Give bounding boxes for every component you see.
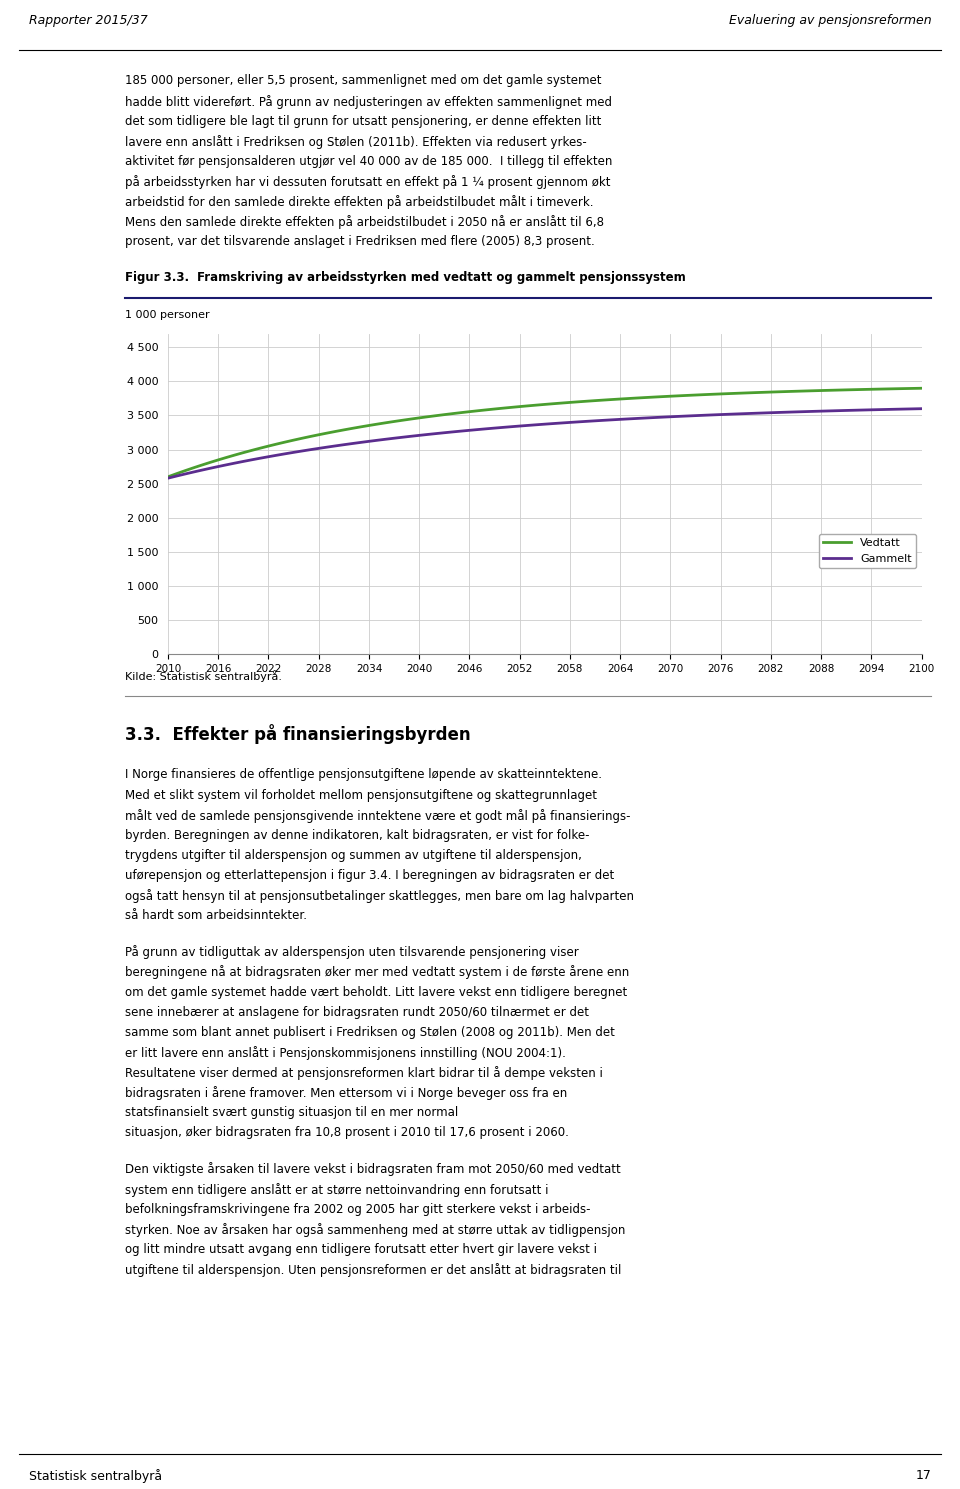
Legend: Vedtatt, Gammelt: Vedtatt, Gammelt [819, 535, 916, 569]
Vedtatt [916, 380, 927, 398]
Text: Kilde: Statistisk sentralbyrå.: Kilde: Statistisk sentralbyrå. [125, 670, 282, 682]
Gammelt [338, 436, 349, 454]
Text: styrken. Noe av årsaken har også sammenheng med at større uttak av tidligpensjon: styrken. Noe av årsaken har også sammenh… [125, 1222, 625, 1237]
Text: samme som blant annet publisert i Fredriksen og Stølen (2008 og 2011b). Men det: samme som blant annet publisert i Fredri… [125, 1026, 614, 1039]
Text: og litt mindre utsatt avgang enn tidligere forutsatt etter hvert gir lavere veks: og litt mindre utsatt avgang enn tidlige… [125, 1243, 597, 1255]
Gammelt [900, 401, 911, 418]
Text: Den viktigste årsaken til lavere vekst i bidragsraten fram mot 2050/60 med vedta: Den viktigste årsaken til lavere vekst i… [125, 1163, 620, 1176]
Text: arbeidstid for den samlede direkte effekten på arbeidstilbudet målt i timeverk.: arbeidstid for den samlede direkte effek… [125, 195, 593, 208]
Line: Vedtatt: Vedtatt [168, 389, 922, 476]
Text: system enn tidligere anslått er at større nettoinvandring enn forutsatt i: system enn tidligere anslått er at størr… [125, 1182, 548, 1197]
Text: lavere enn anslått i Fredriksen og Stølen (2011b). Effekten via redusert yrkes-: lavere enn anslått i Fredriksen og Støle… [125, 134, 587, 149]
Vedtatt [254, 439, 266, 457]
Text: aktivitet før pensjonsalderen utgjør vel 40 000 av de 185 000.  I tillegg til ef: aktivitet før pensjonsalderen utgjør vel… [125, 155, 612, 168]
Text: utgiftene til alderspensjon. Uten pensjonsreformen er det anslått at bidragsrate: utgiftene til alderspensjon. Uten pensjo… [125, 1263, 621, 1278]
Text: Figur 3.3.: Figur 3.3. [125, 271, 189, 284]
Text: bidragsraten i årene framover. Men ettersom vi i Norge beveger oss fra en: bidragsraten i årene framover. Men etter… [125, 1085, 567, 1100]
Text: uførepensjon og etterlattepensjon i figur 3.4. I beregningen av bidragsraten er : uførepensjon og etterlattepensjon i figu… [125, 870, 614, 881]
Text: om det gamle systemet hadde vært beholdt. Litt lavere vekst enn tidligere beregn: om det gamle systemet hadde vært beholdt… [125, 986, 627, 999]
Gammelt [799, 402, 810, 420]
Text: 17: 17 [915, 1470, 931, 1483]
Gammelt [254, 450, 266, 468]
Text: Evaluering av pensjonsreformen: Evaluering av pensjonsreformen [729, 15, 931, 27]
Gammelt [891, 401, 902, 418]
Text: prosent, var det tilsvarende anslaget i Fredriksen med flere (2005) 8,3 prosent.: prosent, var det tilsvarende anslaget i … [125, 235, 594, 249]
Text: Med et slikt system vil forholdet mellom pensjonsutgiftene og skattegrunnlaget: Med et slikt system vil forholdet mellom… [125, 789, 597, 801]
Text: I Norge finansieres de offentlige pensjonsutgiftene løpende av skatteinntektene.: I Norge finansieres de offentlige pensjo… [125, 768, 602, 782]
Text: beregningene nå at bidragsraten øker mer med vedtatt system i de første årene en: beregningene nå at bidragsraten øker mer… [125, 965, 629, 980]
Text: så hardt som arbeidsinntekter.: så hardt som arbeidsinntekter. [125, 910, 307, 922]
Text: 3.3.  Effekter på finansieringsbyrden: 3.3. Effekter på finansieringsbyrden [125, 724, 470, 744]
Text: Statistisk sentralbyrå: Statistisk sentralbyrå [29, 1470, 162, 1483]
Text: situasjon, øker bidragsraten fra 10,8 prosent i 2010 til 17,6 prosent i 2060.: situasjon, øker bidragsraten fra 10,8 pr… [125, 1126, 568, 1139]
Text: er litt lavere enn anslått i Pensjonskommisjonens innstilling (NOU 2004:1).: er litt lavere enn anslått i Pensjonskom… [125, 1045, 565, 1060]
Vedtatt [900, 380, 911, 398]
Text: Mens den samlede direkte effekten på arbeidstilbudet i 2050 nå er anslått til 6,: Mens den samlede direkte effekten på arb… [125, 214, 604, 229]
Gammelt [916, 399, 927, 417]
Text: befolkningsframskrivingene fra 2002 og 2005 har gitt sterkere vekst i arbeids-: befolkningsframskrivingene fra 2002 og 2… [125, 1203, 590, 1215]
Text: også tatt hensyn til at pensjonsutbetalinger skattlegges, men bare om lag halvpa: også tatt hensyn til at pensjonsutbetali… [125, 889, 634, 902]
Gammelt [162, 469, 174, 487]
Text: Framskriving av arbeidsstyrken med vedtatt og gammelt pensjonssystem: Framskriving av arbeidsstyrken med vedta… [197, 271, 685, 284]
Vedtatt [355, 418, 367, 436]
Vedtatt [162, 468, 174, 485]
Text: det som tidligere ble lagt til grunn for utsatt pensjonering, er denne effekten : det som tidligere ble lagt til grunn for… [125, 115, 601, 128]
Text: Rapporter 2015/37: Rapporter 2015/37 [29, 15, 148, 27]
Text: målt ved de samlede pensjonsgivende inntektene være et godt mål på finansierings: målt ved de samlede pensjonsgivende innt… [125, 809, 631, 822]
Text: Resultatene viser dermed at pensjonsreformen klart bidrar til å dempe veksten i: Resultatene viser dermed at pensjonsrefo… [125, 1066, 603, 1080]
Text: trygdens utgifter til alderspensjon og summen av utgiftene til alderspensjon,: trygdens utgifter til alderspensjon og s… [125, 849, 582, 862]
Line: Gammelt: Gammelt [168, 408, 922, 478]
Text: byrden. Beregningen av denne indikatoren, kalt bidragsraten, er vist for folke-: byrden. Beregningen av denne indikatoren… [125, 829, 589, 841]
Text: På grunn av tidliguttak av alderspensjon uten tilsvarende pensjonering viser: På grunn av tidliguttak av alderspensjon… [125, 946, 579, 959]
Vedtatt [338, 421, 349, 439]
Text: hadde blitt videreført. På grunn av nedjusteringen av effekten sammenlignet med: hadde blitt videreført. På grunn av nedj… [125, 95, 612, 109]
Vedtatt [799, 383, 810, 401]
Text: på arbeidsstyrken har vi dessuten forutsatt en effekt på 1 ¼ prosent gjennom økt: på arbeidsstyrken har vi dessuten foruts… [125, 174, 611, 189]
Text: 185 000 personer, eller 5,5 prosent, sammenlignet med om det gamle systemet: 185 000 personer, eller 5,5 prosent, sam… [125, 74, 601, 88]
Vedtatt [891, 380, 902, 398]
Text: sene innebærer at anslagene for bidragsraten rundt 2050/60 tilnærmet er det: sene innebærer at anslagene for bidragsr… [125, 1005, 588, 1018]
Text: 1 000 personer: 1 000 personer [125, 310, 209, 320]
Gammelt [355, 433, 367, 451]
Text: statsfinansielt svært gunstig situasjon til en mer normal: statsfinansielt svært gunstig situasjon … [125, 1106, 458, 1120]
